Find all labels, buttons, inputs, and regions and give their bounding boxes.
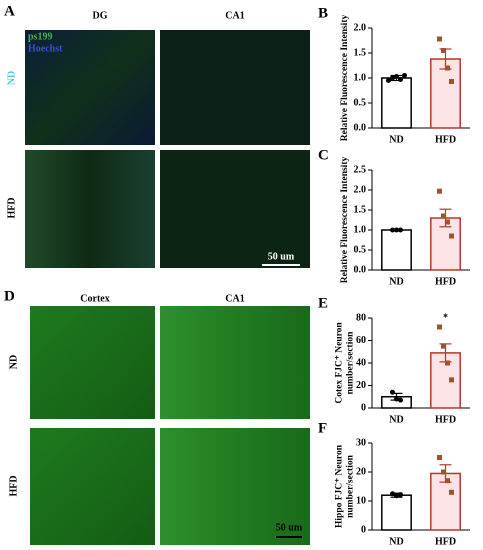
column-label: Cortex: [80, 293, 109, 304]
x-tick-label: ND: [389, 134, 403, 145]
data-point: [398, 397, 403, 403]
row-label: HFD: [6, 197, 17, 218]
column-label: DG: [93, 10, 108, 21]
y-tick-label: 20: [356, 466, 366, 477]
data-point: [402, 73, 407, 78]
y-tick-label: 40: [356, 357, 366, 368]
data-point: [390, 491, 395, 497]
data-point: [386, 78, 391, 83]
data-point: [398, 77, 403, 82]
data-point: [449, 233, 454, 239]
stain-label: ps199: [28, 31, 52, 42]
bar: [381, 229, 412, 271]
y-tick-label: 0: [361, 402, 366, 413]
panel-letter: E: [318, 295, 328, 311]
data-point: [390, 75, 395, 81]
scale-label: 50 um: [268, 251, 295, 262]
y-tick-label: 2.5: [354, 164, 367, 175]
y-tick-label: 10: [356, 495, 366, 506]
x-tick-label: HFD: [435, 536, 456, 547]
y-tick-label: 0.0: [354, 264, 367, 275]
bar: [381, 494, 412, 531]
y-tick-label: 1.0: [354, 72, 367, 83]
data-point: [445, 478, 450, 484]
x-tick-label: HFD: [435, 414, 456, 425]
panel-letter: F: [318, 420, 327, 436]
data-point: [445, 65, 450, 71]
data-point: [394, 396, 399, 402]
x-tick-label: ND: [389, 414, 403, 425]
x-tick-label: HFD: [435, 134, 456, 145]
panel-letter: C: [318, 147, 329, 163]
y-tick-label: 0: [361, 524, 366, 535]
y-tick-label: 30: [356, 437, 366, 448]
y-axis-label: number/section: [346, 454, 356, 518]
y-axis-label: Relative Fluorescence Intensity: [340, 157, 350, 284]
x-tick-label: HFD: [435, 276, 456, 287]
y-tick-label: 80: [356, 312, 366, 323]
data-point: [390, 389, 395, 395]
image: [160, 428, 310, 545]
image: [160, 150, 310, 268]
y-tick-label: 60: [356, 335, 366, 346]
panel-letter: D: [4, 288, 15, 304]
y-axis-label: Hippo FJC⁺ Neuron: [335, 444, 345, 528]
bar: [381, 77, 412, 129]
data-point: [441, 343, 446, 349]
panel-letter: A: [4, 3, 15, 19]
data-point: [445, 360, 450, 366]
image: [25, 150, 155, 268]
scale-label: 50 um: [276, 522, 303, 533]
column-label: CA1: [225, 293, 244, 304]
data-point: [437, 324, 442, 330]
data-point: [437, 455, 442, 460]
y-tick-label: 0.0: [354, 122, 367, 133]
y-tick-label: 2.0: [354, 184, 367, 195]
data-point: [441, 213, 446, 219]
data-point: [394, 493, 399, 499]
y-tick-label: 0.5: [354, 97, 367, 108]
data-point: [441, 469, 446, 475]
data-point: [441, 48, 446, 53]
data-point: [398, 492, 403, 498]
panel-letter: B: [318, 5, 328, 21]
image: [160, 30, 310, 145]
data-point: [449, 489, 454, 495]
data-point: [390, 227, 395, 233]
data-point: [449, 377, 454, 383]
annotation: *: [443, 312, 448, 323]
image: [160, 306, 310, 419]
row-label: ND: [6, 71, 17, 85]
row-label: HFD: [8, 475, 19, 496]
y-axis-label: Cotex FJC⁺ Neuron: [335, 322, 345, 404]
y-tick-label: 1.0: [354, 224, 367, 235]
stain-label: Hoechst: [28, 43, 63, 54]
x-tick-label: ND: [389, 536, 403, 547]
y-tick-label: 1.5: [354, 204, 367, 215]
image: [30, 428, 155, 545]
data-point: [394, 227, 399, 233]
x-tick-label: ND: [389, 276, 403, 287]
y-axis-label: Relative Fluorescence Intensity: [340, 15, 350, 142]
data-point: [437, 188, 442, 194]
column-label: CA1: [225, 10, 244, 21]
image: [30, 306, 155, 419]
y-tick-label: 1.5: [354, 47, 367, 58]
bar: [430, 58, 461, 129]
data-point: [437, 36, 442, 42]
data-point: [398, 227, 403, 233]
data-point: [445, 219, 450, 225]
row-label: ND: [8, 355, 19, 369]
y-tick-label: 20: [356, 380, 366, 391]
y-tick-label: 2.0: [354, 22, 367, 33]
y-axis-label: number/section: [346, 331, 356, 395]
y-tick-label: 0.5: [354, 244, 367, 255]
data-point: [394, 74, 399, 79]
data-point: [449, 79, 454, 84]
image: [25, 30, 155, 145]
